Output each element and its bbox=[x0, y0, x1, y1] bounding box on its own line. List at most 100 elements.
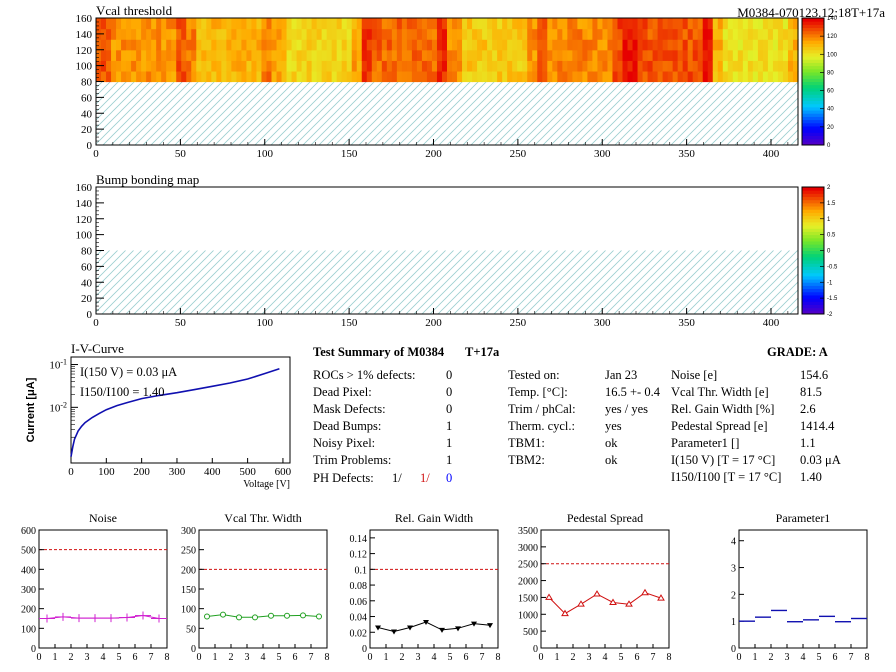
heat-cell bbox=[787, 49, 794, 61]
heat-cell bbox=[386, 70, 393, 83]
heat-cell bbox=[221, 18, 227, 30]
heat-cell bbox=[371, 18, 378, 30]
x-tick-label: 50 bbox=[175, 317, 187, 329]
heat-cell bbox=[712, 28, 719, 40]
colorbar-label: -1 bbox=[827, 280, 833, 286]
heat-cell bbox=[316, 39, 323, 51]
y-tick-label: 0.04 bbox=[350, 613, 368, 624]
colorbar-label: -0.5 bbox=[827, 264, 838, 270]
heat-cell bbox=[276, 39, 283, 51]
heat-cell bbox=[161, 60, 167, 72]
colorbar-step bbox=[802, 288, 824, 293]
heat-cell bbox=[326, 60, 333, 72]
data-point bbox=[471, 621, 477, 627]
hatch-region bbox=[96, 250, 798, 314]
heat-cell bbox=[517, 60, 523, 72]
heat-cell bbox=[482, 60, 488, 72]
heat-cell bbox=[436, 60, 443, 72]
heat-cell bbox=[462, 60, 468, 72]
heat-cell bbox=[622, 49, 629, 61]
heat-cell bbox=[376, 70, 383, 83]
heat-cell bbox=[697, 18, 704, 30]
colorbar-step bbox=[802, 231, 824, 236]
y-tick-label: 0.08 bbox=[350, 581, 368, 592]
heat-cell bbox=[166, 60, 172, 72]
heat-cell bbox=[141, 60, 147, 72]
heat-cell bbox=[226, 49, 232, 61]
heat-cell bbox=[697, 60, 704, 72]
heat-cell bbox=[617, 60, 624, 72]
heat-cell bbox=[652, 49, 659, 61]
colorbar-step bbox=[802, 209, 824, 213]
heat-cell bbox=[381, 39, 388, 51]
data-point bbox=[204, 613, 210, 620]
y-tick-label: 10-2 bbox=[49, 400, 67, 414]
heat-cell bbox=[156, 18, 162, 30]
x-tick-label: 8 bbox=[667, 652, 672, 663]
heat-cell bbox=[722, 60, 729, 72]
y-tick-label: 1 bbox=[731, 617, 736, 628]
heat-cell bbox=[266, 28, 273, 40]
heat-cell bbox=[677, 18, 684, 30]
heat-cell bbox=[707, 28, 714, 40]
heat-cell bbox=[682, 60, 689, 72]
heat-cell bbox=[552, 60, 558, 72]
colorbar-step bbox=[802, 250, 824, 255]
colorbar-step bbox=[802, 228, 824, 232]
colorbar-step bbox=[802, 225, 824, 229]
heat-cell bbox=[236, 18, 243, 30]
heat-cell bbox=[552, 70, 558, 83]
heat-cell bbox=[266, 70, 273, 83]
colorbar-label: 20 bbox=[827, 125, 834, 131]
heat-cell bbox=[111, 49, 117, 61]
heat-cell bbox=[477, 28, 483, 40]
colorbar-label: 120 bbox=[827, 34, 838, 40]
heat-cell bbox=[717, 18, 724, 30]
colorbar-step bbox=[802, 132, 824, 136]
heat-cell bbox=[326, 70, 333, 83]
heat-cell bbox=[717, 49, 724, 61]
heat-cell bbox=[416, 49, 423, 61]
x-tick-label: 7 bbox=[480, 652, 485, 663]
colorbar-step bbox=[802, 301, 824, 305]
heat-cell bbox=[772, 28, 779, 40]
heat-cell bbox=[552, 28, 558, 40]
heat-cell bbox=[366, 49, 373, 61]
x-tick-label: 2 bbox=[571, 652, 576, 663]
heat-cell bbox=[452, 18, 458, 30]
x-tick-label: 8 bbox=[865, 652, 870, 663]
heat-cell bbox=[497, 70, 503, 83]
heat-cell bbox=[527, 70, 533, 83]
x-tick-label: 100 bbox=[98, 466, 115, 478]
colorbar-label: 1.5 bbox=[827, 201, 836, 207]
heat-cell bbox=[231, 39, 237, 51]
heat-cell bbox=[722, 18, 729, 30]
heat-cell bbox=[622, 39, 629, 51]
colorbar-step bbox=[802, 18, 824, 22]
colorbar-step bbox=[802, 100, 824, 105]
heat-cell bbox=[672, 70, 679, 83]
colorbar-step bbox=[802, 190, 824, 194]
heat-cell bbox=[291, 28, 298, 40]
colorbar-step bbox=[802, 75, 824, 79]
heat-cell bbox=[241, 70, 248, 83]
heat-cell bbox=[522, 18, 528, 30]
heat-cell bbox=[396, 28, 403, 40]
heat-cell bbox=[457, 49, 463, 61]
heat-cell bbox=[767, 39, 774, 51]
heat-cell bbox=[276, 28, 283, 40]
heat-cell bbox=[256, 18, 263, 30]
colorbar-step bbox=[802, 260, 824, 264]
heat-cell bbox=[241, 60, 248, 72]
heat-cell bbox=[256, 60, 263, 72]
heat-cell bbox=[421, 28, 428, 40]
heat-cell bbox=[447, 49, 453, 61]
heat-cell bbox=[181, 18, 187, 30]
heat-cell bbox=[712, 18, 719, 30]
heat-cell bbox=[512, 49, 518, 61]
heat-cell bbox=[316, 49, 323, 61]
heat-cell bbox=[787, 60, 794, 72]
heat-cell bbox=[316, 18, 323, 30]
x-tick-label: 6 bbox=[464, 652, 469, 663]
heat-cell bbox=[447, 70, 453, 83]
